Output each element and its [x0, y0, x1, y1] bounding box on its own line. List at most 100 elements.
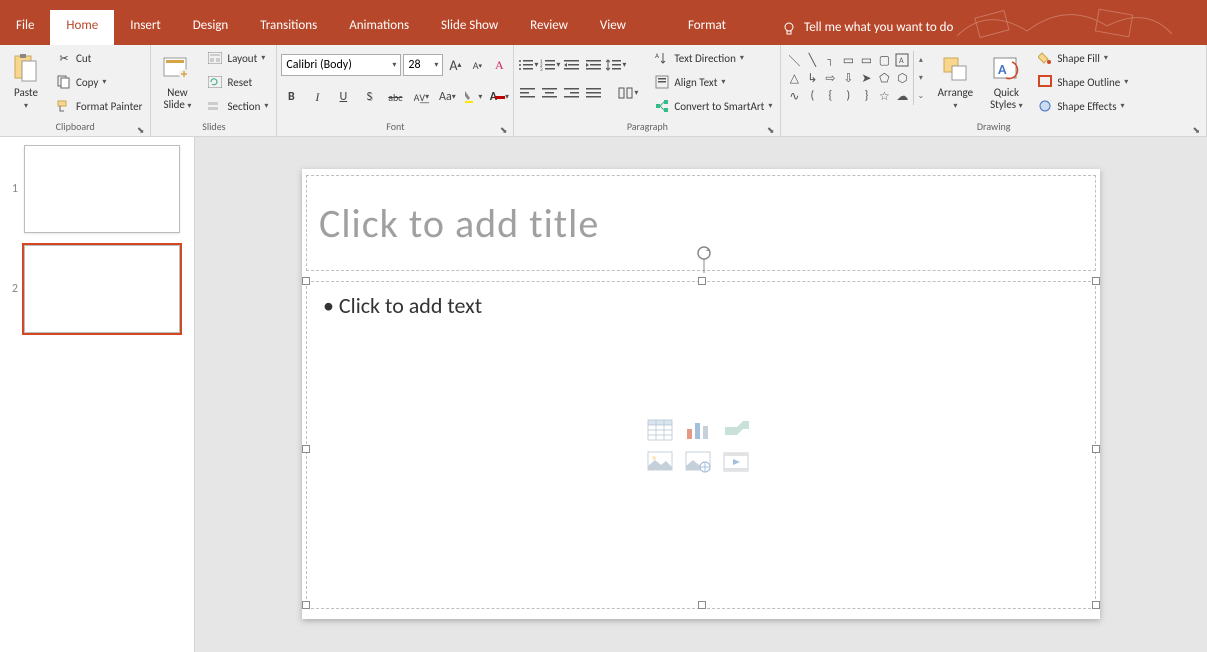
reset-button[interactable]: Reset [203, 71, 272, 93]
resize-handle[interactable] [1092, 445, 1100, 453]
char-spacing-button[interactable]: A͟V ▾ [411, 87, 431, 107]
bold-button[interactable]: B [281, 87, 301, 107]
shape-curve-icon[interactable]: ∿ [785, 87, 803, 105]
tab-design[interactable]: Design [177, 10, 244, 45]
slide-thumbnail[interactable] [24, 245, 180, 333]
shape-bracket-icon[interactable]: ( [803, 87, 821, 105]
increase-indent-button[interactable] [584, 55, 604, 75]
shape-rect2-icon[interactable]: ▭ [857, 51, 875, 69]
line-spacing-button[interactable]: ▾ [606, 55, 626, 75]
drawing-dialog-launcher[interactable]: ⬊ [1192, 125, 1200, 136]
font-dialog-launcher[interactable]: ⬊ [500, 125, 508, 136]
smartart-icon [654, 98, 670, 114]
text-direction-button[interactable]: AText Direction ▾ [650, 47, 776, 69]
shape-roundrect-icon[interactable]: ▢ [875, 51, 893, 69]
clear-formatting-button[interactable]: A [489, 55, 509, 75]
align-text-button[interactable]: Align Text ▾ [650, 71, 776, 93]
clipboard-dialog-launcher[interactable]: ⬊ [137, 125, 145, 136]
copy-button[interactable]: Copy ▾ [52, 71, 146, 93]
highlight-button[interactable]: ▾ [463, 87, 483, 107]
shape-rect-icon[interactable]: ▭ [839, 51, 857, 69]
insert-picture-icon[interactable] [647, 451, 673, 473]
shape-elbow-icon[interactable]: ┐ [821, 51, 839, 69]
font-name-combo[interactable]: Calibri (Body)▾ [281, 54, 401, 76]
italic-button[interactable]: I [307, 87, 327, 107]
align-left-button[interactable] [518, 83, 538, 103]
change-case-button[interactable]: Aa ▾ [437, 87, 457, 107]
align-right-button[interactable] [562, 83, 582, 103]
grow-font-button[interactable]: A▴ [445, 55, 465, 75]
font-color-button[interactable]: A▾ [489, 87, 509, 107]
shape-star-icon[interactable]: ☆ [875, 87, 893, 105]
tab-view[interactable]: View [584, 10, 642, 45]
shape-hexagon-icon[interactable]: ⬡ [893, 69, 911, 87]
insert-chart-icon[interactable] [685, 419, 711, 441]
shape-bracket2-icon[interactable]: ) [839, 87, 857, 105]
tab-animations[interactable]: Animations [333, 10, 425, 45]
quick-styles-button[interactable]: A QuickStyles ▾ [983, 47, 1029, 117]
shape-textbox-icon[interactable]: A [893, 51, 911, 69]
shape-effects-button[interactable]: Shape Effects ▾ [1033, 95, 1132, 117]
ribbon: Paste▾ ✂ Cut Copy ▾ Format Painter Clipb… [0, 45, 1207, 137]
paragraph-dialog-launcher[interactable]: ⬊ [767, 125, 775, 136]
shape-line-icon[interactable]: ＼ [785, 51, 803, 69]
resize-handle[interactable] [698, 601, 706, 609]
thumbnail-number: 2 [10, 282, 18, 296]
insert-table-icon[interactable] [647, 419, 673, 441]
strike-button[interactable]: abc [385, 87, 405, 107]
resize-handle[interactable] [302, 445, 310, 453]
shape-pentagon-icon[interactable]: ⬠ [875, 69, 893, 87]
insert-video-icon[interactable] [723, 451, 749, 473]
shadow-button[interactable]: S [359, 87, 379, 107]
tab-slide-show[interactable]: Slide Show [425, 10, 514, 45]
underline-button[interactable]: U [333, 87, 353, 107]
shape-fill-button[interactable]: Shape Fill ▾ [1033, 47, 1132, 69]
shape-brace-icon[interactable]: { [821, 87, 839, 105]
decrease-indent-button[interactable] [562, 55, 582, 75]
slide[interactable]: Click to add title • Click to add text [302, 169, 1100, 619]
tab-transitions[interactable]: Transitions [244, 10, 333, 45]
font-size-combo[interactable]: 28▾ [403, 54, 443, 76]
format-painter-button[interactable]: Format Painter [52, 95, 146, 117]
rotate-handle[interactable] [694, 245, 714, 275]
resize-handle[interactable] [302, 601, 310, 609]
shapes-gallery[interactable]: ＼ ╲ ┐ ▭ ▭ ▢ A △ ↳ ⇨ ⇩ ➤ ⬠ ⬡ ∿ ( { [785, 51, 911, 105]
shape-arrow-icon[interactable]: ⇨ [821, 69, 839, 87]
insert-smartart-icon[interactable] [723, 419, 749, 441]
bullets-button[interactable]: ▾ [518, 55, 538, 75]
columns-button[interactable]: ▾ [618, 83, 638, 103]
resize-handle[interactable] [1092, 601, 1100, 609]
new-slide-button[interactable]: NewSlide ▾ [155, 47, 199, 117]
shape-triangle-icon[interactable]: △ [785, 69, 803, 87]
cut-button[interactable]: ✂ Cut [52, 47, 146, 69]
layout-button[interactable]: Layout ▾ [203, 47, 272, 69]
paste-button[interactable]: Paste▾ [4, 47, 48, 117]
slide-thumbnail[interactable] [24, 145, 180, 233]
tab-insert[interactable]: Insert [114, 10, 177, 45]
justify-button[interactable] [584, 83, 604, 103]
align-center-button[interactable] [540, 83, 560, 103]
align-text-icon [654, 74, 670, 90]
insert-online-picture-icon[interactable] [685, 451, 711, 473]
convert-smartart-button[interactable]: Convert to SmartArt ▾ [650, 95, 776, 117]
resize-handle[interactable] [302, 277, 310, 285]
shape-callout-icon[interactable]: ☁ [893, 87, 911, 105]
numbering-button[interactable]: 123▾ [540, 55, 560, 75]
tab-home[interactable]: Home [50, 10, 114, 45]
shrink-font-button[interactable]: A▾ [467, 55, 487, 75]
shapes-expand[interactable]: ▴▾⌄ [913, 51, 927, 105]
resize-handle[interactable] [698, 277, 706, 285]
shape-diag-icon[interactable]: ╲ [803, 51, 821, 69]
section-button[interactable]: Section ▾ [203, 95, 272, 117]
shape-elbow2-icon[interactable]: ↳ [803, 69, 821, 87]
tab-review[interactable]: Review [514, 10, 584, 45]
shape-chevron-icon[interactable]: ➤ [857, 69, 875, 87]
tab-format[interactable]: Format [672, 10, 742, 45]
resize-handle[interactable] [1092, 277, 1100, 285]
shape-outline-button[interactable]: Shape Outline ▾ [1033, 71, 1132, 93]
shape-brace2-icon[interactable]: } [857, 87, 875, 105]
shape-arrowdown-icon[interactable]: ⇩ [839, 69, 857, 87]
arrange-button[interactable]: Arrange▾ [931, 47, 979, 117]
tell-me-search[interactable]: Tell me what you want to do [742, 10, 1207, 45]
tab-file[interactable]: File [0, 10, 50, 45]
